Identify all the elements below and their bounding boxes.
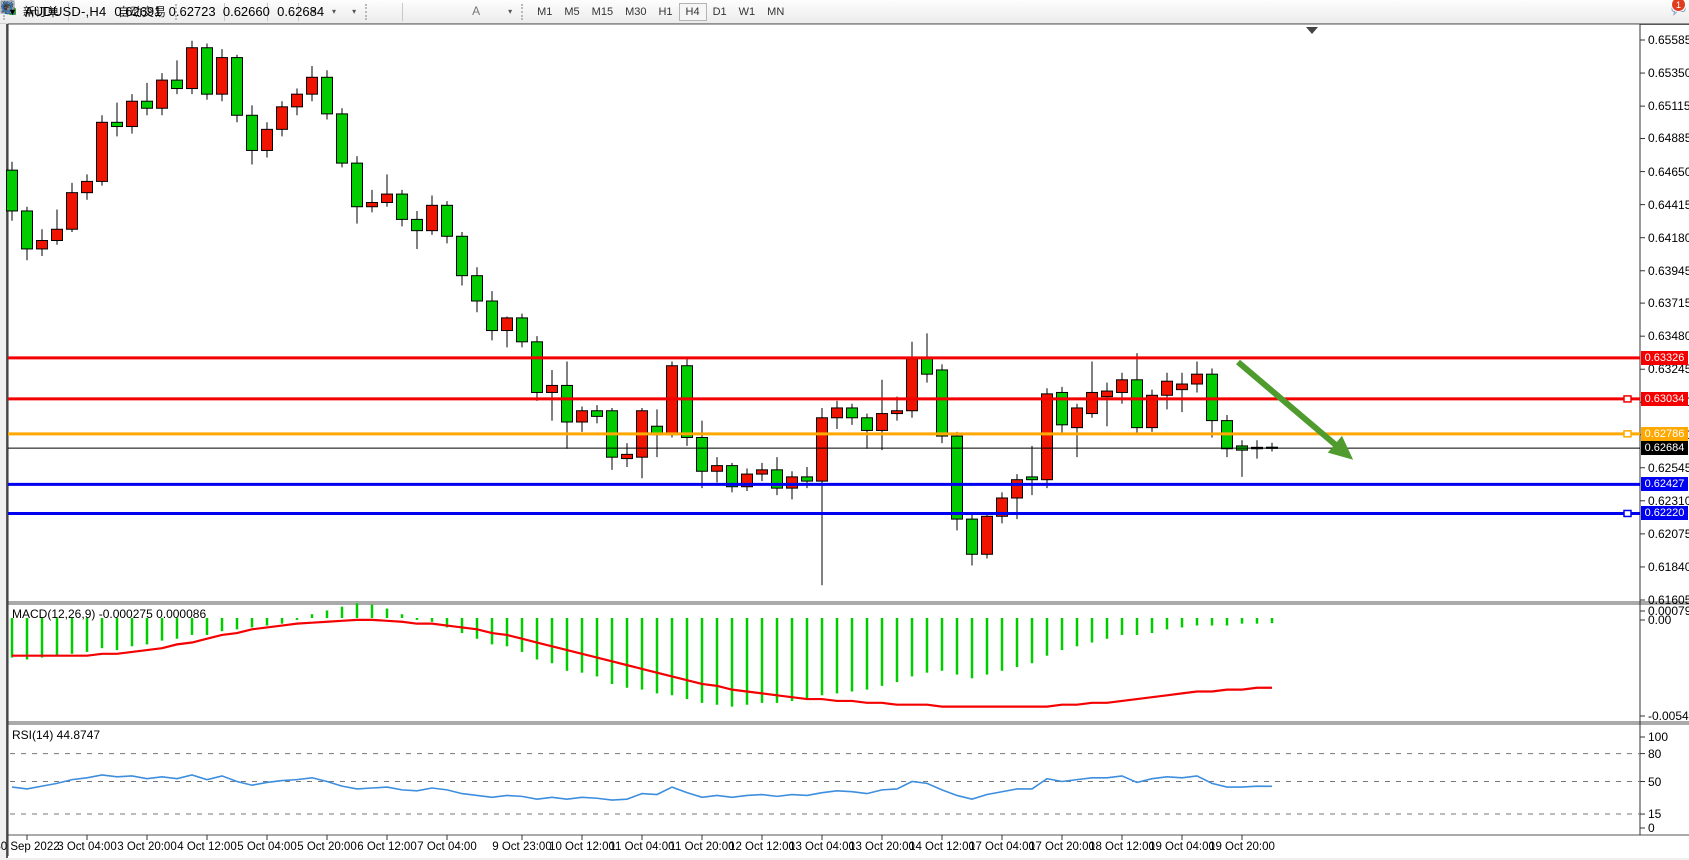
price-tick-label: 0.65585: [1648, 33, 1689, 47]
main-toolbar: 新订单 自动交易 ▾ ▾ ▾ E F A T ▾: [0, 0, 1689, 24]
price-tick-label: 0.63945: [1648, 263, 1689, 278]
price-tick-label: 0.63245: [1648, 362, 1689, 377]
dropdown-arrow-icon: ▾: [508, 7, 513, 16]
time-tick-label: 30 Sep 2022: [0, 841, 60, 853]
time-tick-label: 19 Oct 20:00: [1209, 841, 1275, 853]
text-button[interactable]: A: [466, 0, 486, 23]
time-tick-label: 3 Oct 04:00: [57, 841, 117, 853]
price-tick-label: 0.65115: [1648, 99, 1689, 114]
rsi-label: RSI(14) 44.8747: [12, 728, 101, 742]
indicator-axis-label: 100: [1648, 730, 1669, 744]
timeframe-M1[interactable]: M1: [537, 5, 553, 18]
ohlc-values: 0.62691 0.62723 0.62660 0.62684: [114, 4, 325, 19]
timeframe-W1[interactable]: W1: [738, 5, 756, 18]
time-tick-label: 19 Oct 04:00: [1149, 841, 1215, 853]
time-tick-label: 10 Oct 12:00: [549, 841, 615, 853]
toolbar-separator: [267, 2, 269, 21]
toolbar-separator: [224, 2, 226, 21]
time-tick-label: 5 Oct 20:00: [297, 841, 357, 853]
time-tick-label: 18 Oct 12:00: [1089, 841, 1155, 853]
search-button[interactable]: [1, 0, 1669, 23]
current-price-line-price-tag: 0.62684: [1641, 441, 1688, 456]
indicator-axis-label: 15: [1648, 807, 1662, 822]
timeframe-bar: M1 M5 M15 M30 H1 H4 D1 W1 MN: [531, 2, 790, 21]
chart-title: ▼ AUDUSD-,H4 0.62691 0.62723 0.62660 0.6…: [8, 4, 324, 19]
pivot-line-price-tag: 0.62786: [1641, 426, 1688, 441]
timeframe-M15[interactable]: M15: [591, 5, 614, 18]
price-tick-label: 0.64650: [1648, 164, 1689, 179]
price-tick-label: 0.63480: [1648, 329, 1689, 344]
toolbar-grip: [175, 3, 182, 20]
time-tick-label: 13 Oct 04:00: [789, 841, 855, 853]
indicator-axis-label: 0.00: [1648, 613, 1672, 627]
trend-arrow[interactable]: [1236, 359, 1346, 455]
dropdown-arrow-icon: ▾: [332, 7, 337, 16]
chart-shift-marker: [1306, 27, 1318, 34]
notification-count-badge: 1: [1671, 0, 1686, 12]
toolbar-separator: [298, 2, 300, 21]
toolbar-separator: [68, 2, 70, 21]
price-tick-label: 0.62310: [1648, 493, 1689, 508]
timeframe-M5[interactable]: M5: [564, 5, 580, 18]
time-tick-label: 17 Oct 20:00: [1029, 841, 1095, 853]
price-tick-label: 0.64180: [1648, 230, 1689, 245]
support-line-price-tag: 0.62220: [1641, 506, 1688, 521]
indicator-axis-label: 0.000793: [1648, 604, 1689, 618]
time-tick-label: 11 Oct 20:00: [669, 841, 735, 853]
time-tick-label: 4 Oct 12:00: [177, 841, 237, 853]
price-tick-label: 0.61840: [1648, 559, 1689, 574]
timeframe-M30[interactable]: M30: [625, 5, 647, 18]
time-tick-label: 12 Oct 12:00: [729, 841, 795, 853]
support-line-price-tag: 0.62427: [1641, 477, 1688, 492]
toolbar-separator: [402, 2, 404, 21]
toolbar-grip: [521, 3, 528, 20]
price-tick-label: 0.64415: [1648, 197, 1689, 212]
macd-label: MACD(12,26,9) -0.000275 0.000086: [12, 607, 207, 621]
text-icon: A: [472, 4, 481, 18]
autotrading-label: 自动交易: [118, 5, 167, 19]
timeframe-H1[interactable]: H1: [658, 5, 673, 18]
timeframe-MN[interactable]: MN: [767, 5, 785, 18]
indicator-axis-label: 50: [1648, 774, 1662, 789]
price-tick-label: 0.63715: [1648, 296, 1689, 311]
resistance-line-price-tag: 0.63326: [1641, 350, 1688, 365]
svg-text:T: T: [5, 3, 11, 13]
dropdown-arrow-icon: ▾: [312, 7, 317, 16]
price-tick-label: 0.64885: [1648, 131, 1689, 146]
time-tick-label: 9 Oct 23:00: [492, 841, 552, 853]
new-order-label: 新订单: [23, 5, 60, 19]
notifications-button[interactable]: 1: [1669, 0, 1686, 23]
indicator-axis-label: 80: [1648, 746, 1662, 761]
time-tick-label: 11 Oct 04:00: [609, 841, 675, 853]
time-tick-label: 5 Oct 04:00: [237, 841, 297, 853]
timeframe-H4[interactable]: H4: [678, 2, 707, 21]
time-tick-label: 13 Oct 20:00: [849, 841, 915, 853]
toolbar-grip: [365, 3, 372, 20]
price-tick-label: 0.65350: [1648, 66, 1689, 81]
symbol-dropdown-icon[interactable]: ▼: [8, 6, 17, 17]
timeframe-D1[interactable]: D1: [712, 5, 727, 18]
time-tick-label: 14 Oct 12:00: [909, 841, 975, 853]
dropdown-arrow-icon: ▾: [352, 7, 357, 16]
indicator-axis-label: -0.005464: [1648, 709, 1689, 723]
time-tick-label: 6 Oct 12:00: [357, 841, 417, 853]
time-tick-label: 7 Oct 04:00: [417, 841, 477, 853]
symbol-label: AUDUSD-,H4: [24, 4, 107, 19]
time-tick-label: 17 Oct 04:00: [969, 841, 1035, 853]
price-tick-label: 0.62545: [1648, 460, 1689, 475]
price-tick-label: 0.62075: [1648, 526, 1689, 541]
price-tick-label: 0.61605: [1648, 593, 1689, 607]
resistance-line-price-tag: 0.63034: [1641, 391, 1688, 406]
indicator-axis-label: 0: [1648, 821, 1655, 835]
time-tick-label: 3 Oct 20:00: [117, 841, 177, 853]
